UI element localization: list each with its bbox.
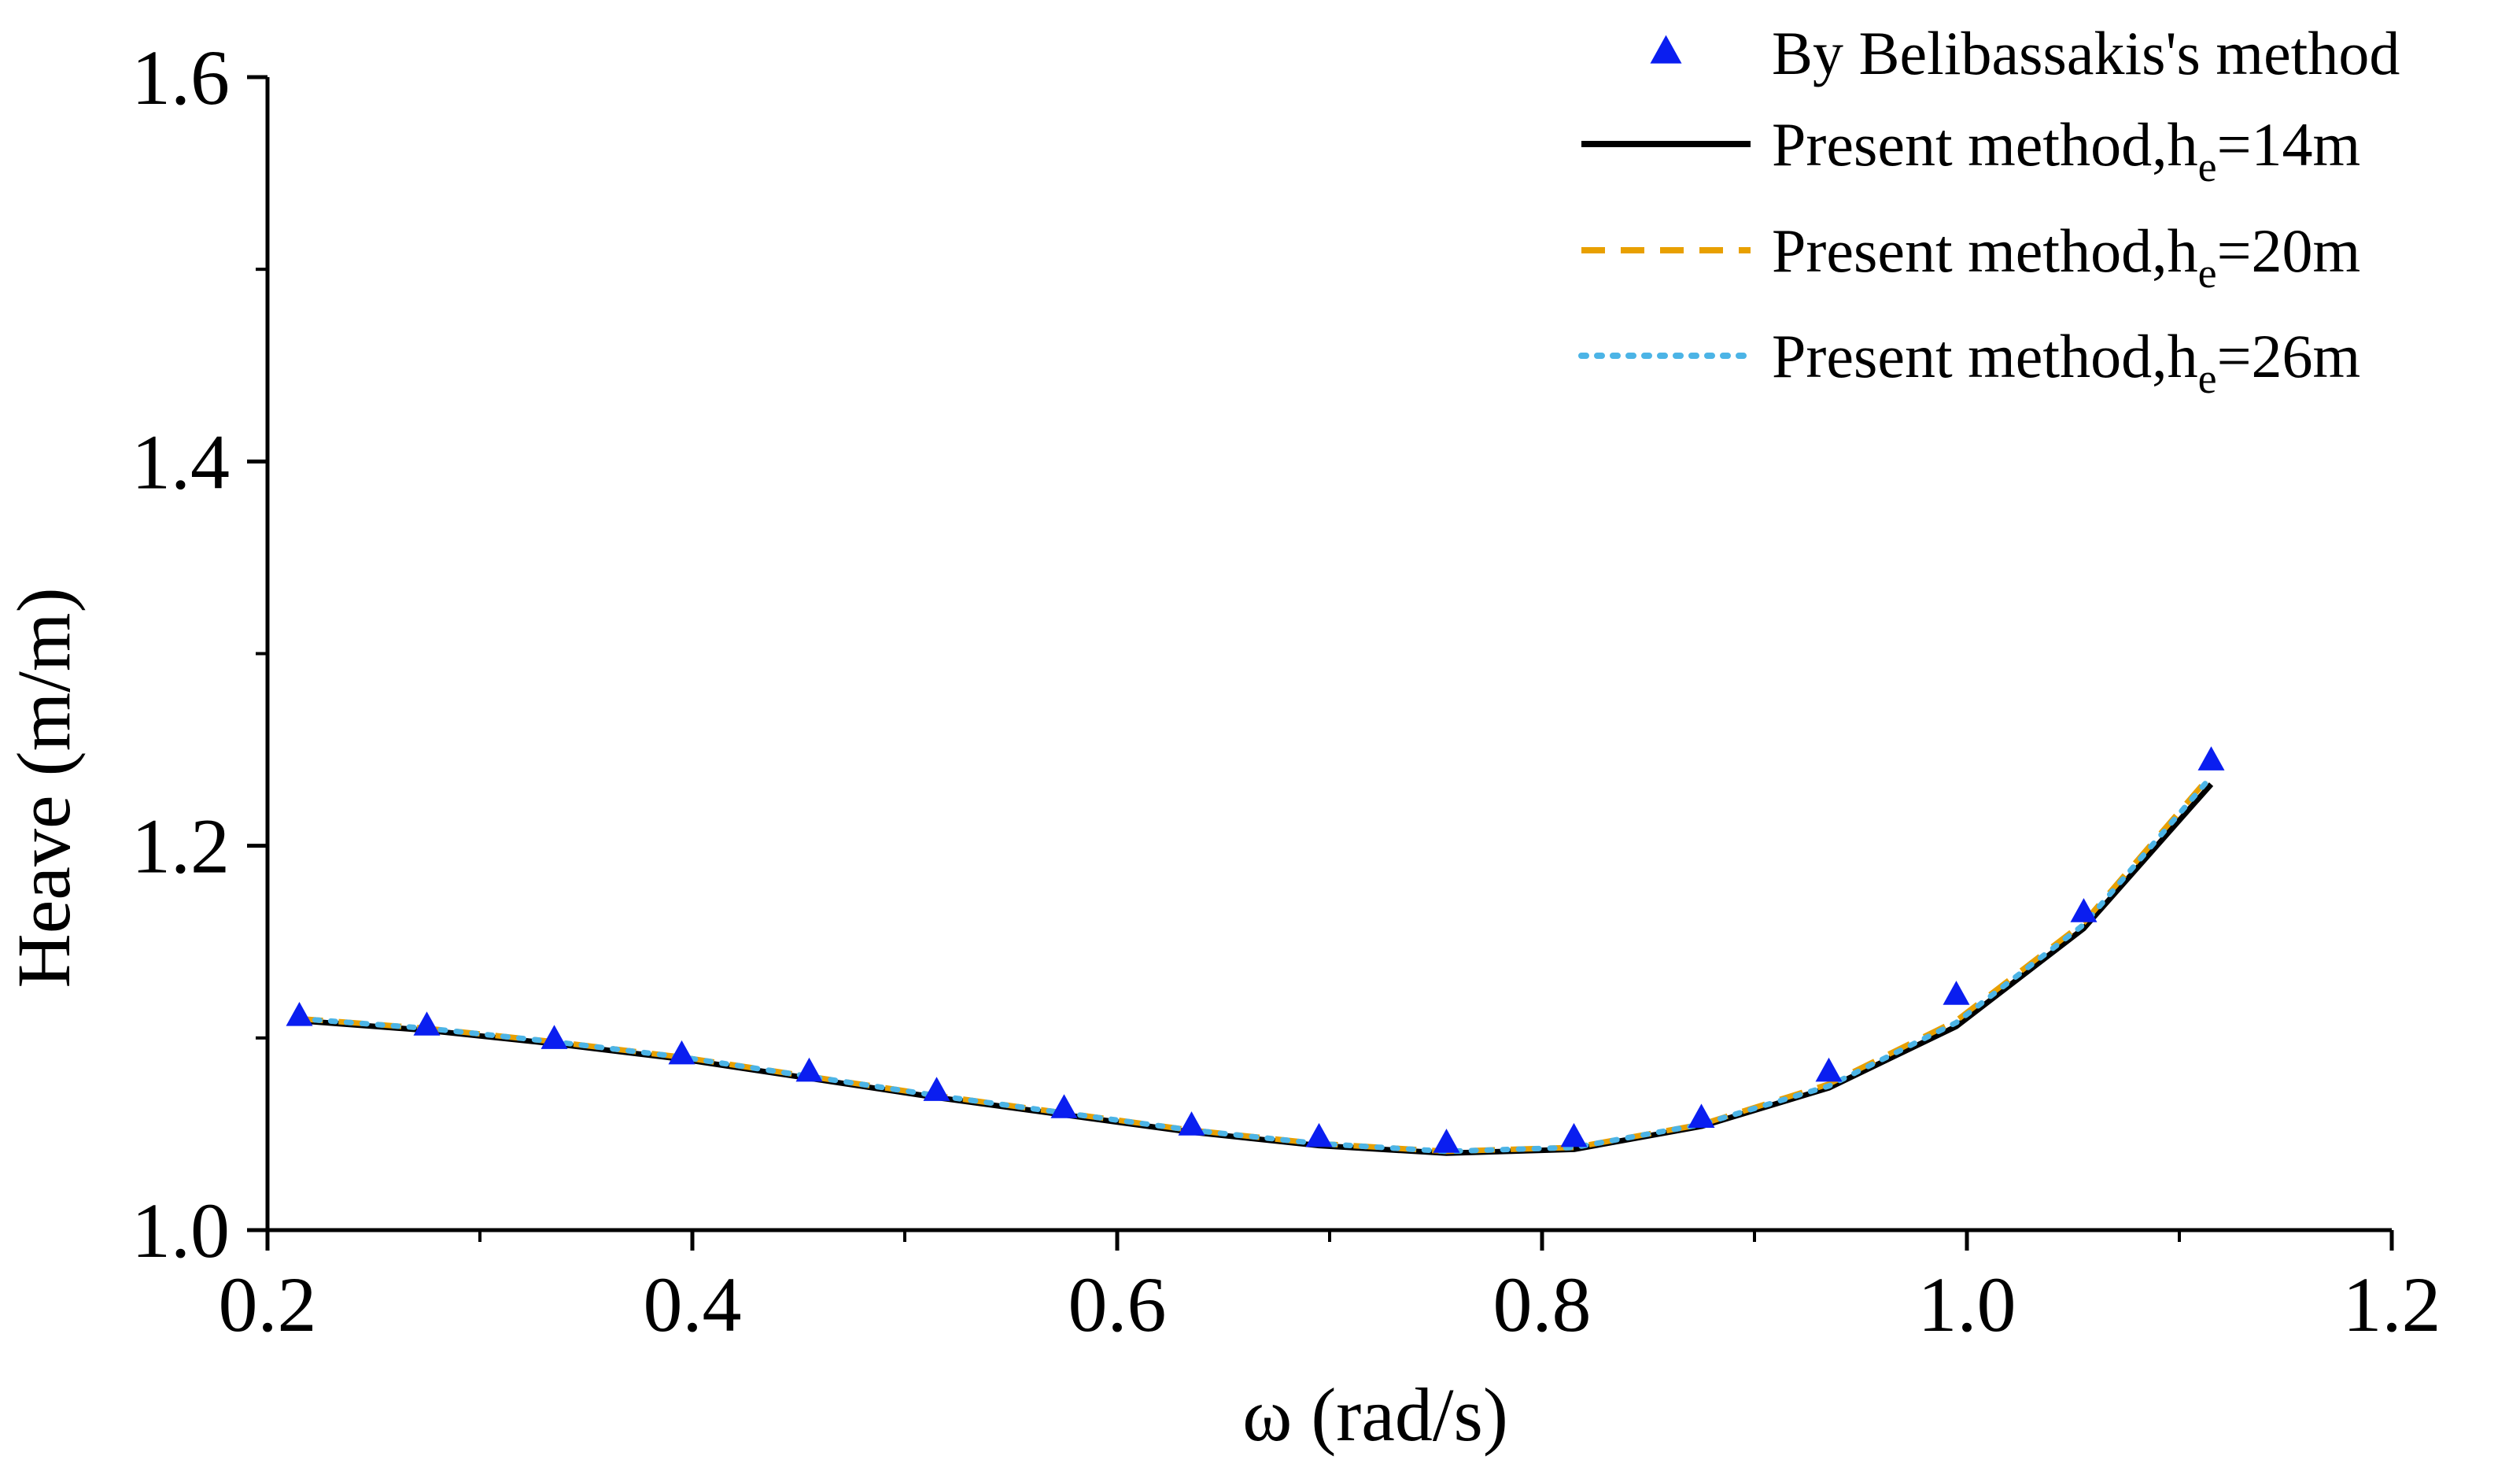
y-tick-label: 1.4 [131, 418, 230, 505]
x-axis-title: ω (rad/s) [1242, 1373, 1508, 1457]
axes: 0.2 0.4 0.6 0.8 1.0 1.2 1.0 1.2 1.4 1.6 [131, 34, 2441, 1348]
data-marker-triangle [1560, 1122, 1588, 1147]
y-axis-title: Heave (m/m) [2, 587, 86, 988]
legend-label-text: Present method,h [1772, 216, 2198, 285]
data-marker-triangle [1305, 1122, 1333, 1147]
data-marker-triangle [286, 1002, 313, 1026]
legend-label-text: By Belibassakis's method [1772, 19, 2400, 87]
x-tick-label: 1.0 [1918, 1261, 2016, 1348]
x-tick-label: 0.4 [644, 1261, 742, 1348]
legend-label: Present method,he=14m [1772, 110, 2360, 190]
data-marker-triangle [668, 1040, 695, 1065]
data-marker-triangle [2070, 898, 2098, 922]
legend-marker-triangle [1650, 35, 1682, 64]
x-tick-label: 0.2 [219, 1261, 317, 1348]
series-line-solid [299, 782, 2214, 1156]
plot-area [286, 746, 2225, 1156]
data-marker-triangle [2197, 746, 2225, 770]
legend-label-subscript: e [2198, 143, 2217, 190]
data-marker-triangle [1688, 1103, 1715, 1129]
x-tick-label: 1.2 [2343, 1261, 2441, 1348]
data-marker-triangle [541, 1025, 568, 1049]
data-marker-triangle [1433, 1129, 1460, 1153]
data-marker-triangle [1815, 1057, 1843, 1082]
legend-label: By Belibassakis's method [1772, 19, 2400, 87]
data-marker-triangle [1943, 981, 1970, 1005]
x-tick-label: 0.8 [1493, 1261, 1592, 1348]
x-tick-label: 0.6 [1068, 1261, 1167, 1348]
legend-label-subscript: e [2198, 355, 2217, 402]
legend-label: Present method,he=26m [1772, 322, 2360, 402]
legend-label-value: =14m [2217, 110, 2361, 179]
legend-label-text: Present method,h [1772, 322, 2198, 390]
series-line-dashed [299, 773, 2214, 1155]
y-tick-label: 1.6 [131, 34, 230, 121]
y-tick-label: 1.2 [131, 803, 230, 890]
y-tick-label: 1.0 [131, 1187, 230, 1274]
data-marker-triangle [1178, 1111, 1205, 1136]
legend-label: Present method,he=20m [1772, 216, 2360, 297]
data-marker-triangle [923, 1077, 950, 1101]
data-marker-triangle [795, 1057, 823, 1082]
legend-label-subscript: e [2198, 249, 2217, 297]
legend: By Belibassakis's method Present method,h… [1578, 19, 2400, 402]
legend-label-value: =20m [2217, 216, 2361, 285]
data-marker-triangle [1050, 1094, 1078, 1118]
series-line-dotted [297, 774, 2214, 1155]
data-marker-triangle [413, 1011, 441, 1036]
legend-label-text: Present method,h [1772, 110, 2198, 179]
legend-label-value: =26m [2217, 322, 2361, 390]
